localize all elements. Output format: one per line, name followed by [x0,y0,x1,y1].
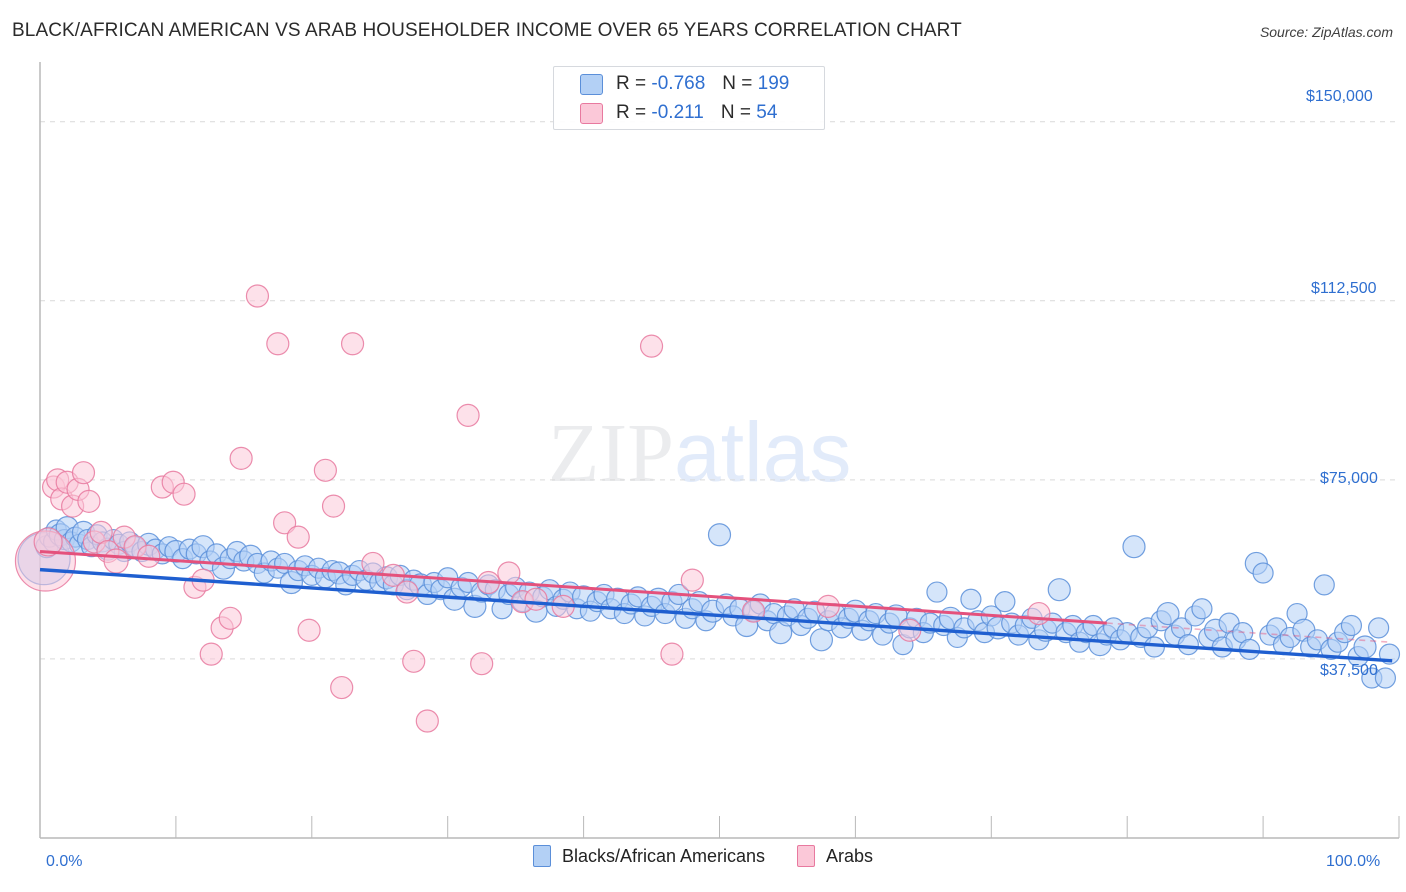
data-point [707,523,732,547]
data-point [1122,535,1146,559]
data-point [1047,578,1071,602]
series-points-blacks [17,515,1401,689]
legend-row-blue: R = -0.768 N = 199 [554,69,824,99]
series-legend-item-arabs[interactable]: Arabs [797,845,873,867]
data-point [415,709,439,733]
correlation-legend: R = -0.768 N = 199 R = -0.211 N = 54 [553,66,825,130]
legend-n-value-blue: 199 [757,73,790,94]
x-tick-max: 100.0% [1326,853,1381,870]
data-point [1313,574,1335,596]
data-point [960,588,982,610]
legend-n-label-pink: N = [720,102,751,123]
data-point [361,551,385,576]
data-point [266,332,290,356]
trendline-arabs-extension [1106,622,1393,644]
data-point [680,568,704,592]
legend-n-value-pink: 54 [756,102,778,123]
legend-n-label-blue: N = [722,73,753,94]
data-point [330,675,354,700]
data-point [71,461,96,485]
y-tick-37500: $37,500 [1320,662,1378,679]
legend-n-blue: N = 199 [722,73,789,95]
data-point [172,482,196,506]
series-swatch-pink [797,845,816,867]
data-point [1252,562,1274,584]
data-point [286,525,310,549]
series-label-blacks: Blacks/African Americans [561,845,766,866]
data-point [1143,636,1165,658]
data-point [103,548,129,574]
data-point [218,606,242,630]
data-point [994,591,1016,613]
page-title: BLACK/AFRICAN AMERICAN VS ARAB HOUSEHOLD… [12,20,962,41]
data-point [1156,601,1180,626]
data-point [1374,667,1397,689]
data-point [1177,633,1199,656]
legend-swatch-blue [580,73,603,95]
data-point [456,403,480,427]
legend-r-label-blue: R = [616,73,647,94]
data-point [1340,614,1363,637]
data-point [245,284,270,308]
data-point [77,489,101,513]
source-label: Source: ZipAtlas.com [1259,24,1393,40]
y-tick-150000: $150,000 [1306,88,1373,105]
legend-n-pink: N = 54 [721,102,778,124]
data-point [639,334,664,358]
data-point [33,527,63,557]
data-point [660,642,684,666]
x-tick-min: 0.0% [46,853,83,870]
data-point [395,580,419,604]
legend-r-value-blue: -0.768 [651,73,706,94]
data-point [199,642,223,666]
data-point [1191,598,1213,620]
data-point [273,511,297,535]
data-point [137,544,161,568]
data-point [402,649,426,673]
data-point [229,446,253,470]
data-point [1027,601,1051,626]
series-points-arabs [14,284,1051,733]
series-label-arabs: Arabs [826,845,874,866]
y-tick-75000: $75,000 [1320,470,1378,487]
legend-r-label-pink: R = [616,102,647,123]
data-point [497,561,521,585]
data-point [313,458,337,482]
data-point [297,618,321,642]
data-point [926,581,948,603]
series-swatch-blue [532,845,551,867]
legend-r-pink: R = -0.211 [616,102,704,124]
trendline-arabs [39,549,1107,625]
legend-r-value-pink: -0.211 [651,102,704,123]
data-point [1353,635,1377,659]
data-point [809,628,834,652]
y-tick-112500: $112,500 [1311,280,1377,297]
data-point [470,652,494,676]
legend-swatch-pink [580,102,603,124]
data-point [1368,617,1390,639]
data-point [321,494,346,518]
legend-r-blue: R = -0.768 [616,73,705,95]
legend-row-pink: R = -0.211 N = 54 [554,98,824,128]
series-legend-item-blacks[interactable]: Blacks/African Americans [532,845,766,867]
data-point [524,587,548,611]
series-legend: Blacks/African Americans Arabs [0,845,1406,867]
data-point [340,332,365,356]
trendline-blacks [39,567,1393,663]
